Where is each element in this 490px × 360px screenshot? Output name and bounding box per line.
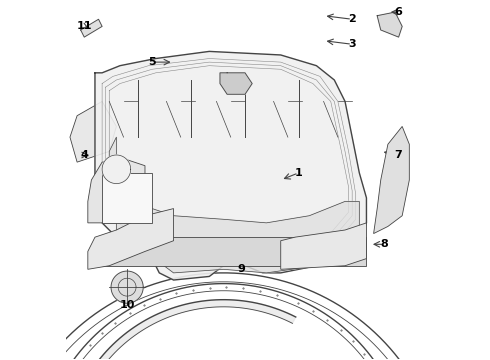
Text: 9: 9	[238, 264, 245, 274]
Polygon shape	[102, 155, 131, 184]
Polygon shape	[373, 126, 409, 234]
Text: 1: 1	[294, 168, 302, 178]
Text: 2: 2	[348, 14, 356, 24]
Text: 7: 7	[395, 150, 402, 160]
Polygon shape	[281, 223, 367, 269]
Text: 3: 3	[348, 39, 356, 49]
Text: 5: 5	[148, 57, 156, 67]
Text: 6: 6	[394, 7, 403, 17]
Polygon shape	[220, 73, 252, 94]
Polygon shape	[111, 271, 143, 303]
Text: 10: 10	[120, 300, 135, 310]
Polygon shape	[81, 19, 102, 37]
Polygon shape	[102, 173, 152, 223]
Text: 11: 11	[76, 21, 92, 31]
Polygon shape	[377, 12, 402, 37]
Polygon shape	[88, 208, 173, 269]
Text: 8: 8	[380, 239, 388, 249]
Polygon shape	[95, 300, 296, 360]
Text: 4: 4	[80, 150, 88, 160]
Polygon shape	[95, 51, 367, 280]
Polygon shape	[88, 158, 145, 223]
Polygon shape	[109, 137, 359, 273]
Polygon shape	[95, 237, 367, 266]
Polygon shape	[70, 102, 117, 162]
